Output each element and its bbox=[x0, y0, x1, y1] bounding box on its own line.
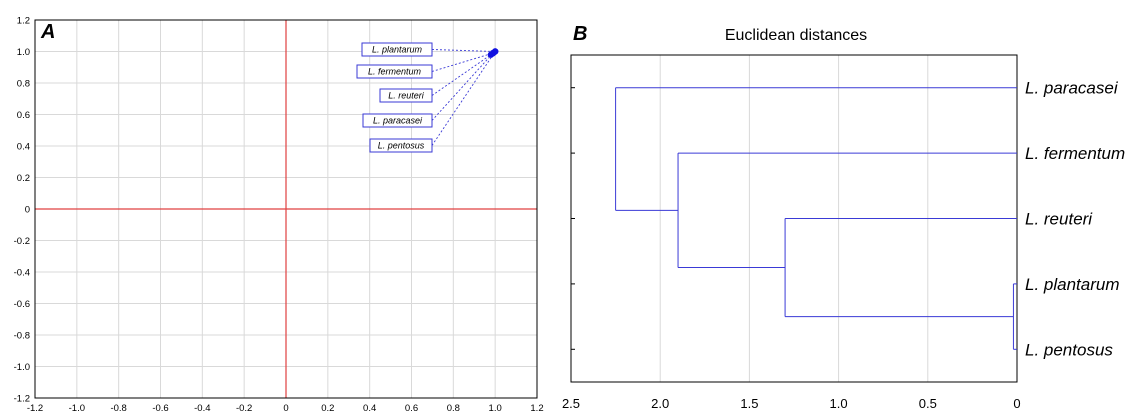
panel-a-y-tick-label: 0.8 bbox=[17, 79, 30, 90]
panel-a-point-labels: L. plantarum L. fermentum L. reuteri L. par… bbox=[356, 42, 433, 153]
panel-a-y-tick-label: 0.4 bbox=[17, 142, 30, 153]
panel-b-x-tick-label: 2.0 bbox=[651, 396, 669, 411]
panel-a-y-tick-label: 1.2 bbox=[17, 16, 30, 27]
panel-a-x-tick-label: -0.8 bbox=[110, 403, 126, 414]
panel-b-leaf-label: L. reuteri bbox=[1025, 210, 1093, 229]
panel-a-x-tick-label: -1.0 bbox=[69, 403, 85, 414]
panel-b-x-tick-label: 1.5 bbox=[740, 396, 758, 411]
panel-b-letter: B bbox=[573, 23, 587, 45]
panel-a-point-label: L. pentosus bbox=[378, 141, 425, 151]
panel-a-y-tick-label: -0.4 bbox=[14, 268, 30, 279]
panel-a-leader-line bbox=[431, 54, 492, 96]
panel-a-y-tick-label: 0.6 bbox=[17, 110, 30, 121]
panel-a-leader-line bbox=[431, 51, 496, 146]
panel-a-x-tick-label: -1.2 bbox=[27, 403, 43, 414]
panel-a-y-tick-label: -1.0 bbox=[14, 362, 30, 373]
panel-a-plot-frame bbox=[34, 19, 538, 399]
panel-a-point bbox=[491, 48, 499, 55]
panel-a-y-tick-label: -0.2 bbox=[14, 236, 30, 247]
panel-b-leaf-label: L. fermentum bbox=[1025, 144, 1125, 163]
panel-a-point-label: L. paracasei bbox=[373, 116, 423, 126]
panel-a-leader-line bbox=[431, 52, 494, 121]
panel-a-tick-labels: -1.2 -1.0 -0.8 -0.6 -0.4 -0.2 0 0.2 0.4 0.6 0.8 1.0… bbox=[14, 16, 544, 415]
panel-a-y-tick-label: -1.2 bbox=[14, 394, 30, 405]
panel-a-y-tick-label: 1.0 bbox=[17, 47, 30, 58]
panel-a-x-tick-label: -0.2 bbox=[236, 403, 252, 414]
panel-a-y-tick-label: 0.2 bbox=[17, 173, 30, 184]
panel-a-x-tick-label: 0 bbox=[283, 403, 288, 414]
panel-b-tick-labels: 2.5 2.0 1.5 1.0 0.5 0 bbox=[562, 396, 1021, 411]
panel-a-x-tick-label: 1.0 bbox=[489, 403, 502, 414]
panel-a-y-tick-label: -0.6 bbox=[14, 299, 30, 310]
panel-b-links bbox=[615, 87, 1017, 350]
panel-a-x-tick-label: 1.2 bbox=[530, 403, 543, 414]
panel-b-leaf-label: L. paracasei bbox=[1025, 79, 1119, 98]
panel-a-label-box bbox=[369, 138, 433, 153]
panel-a-label-box bbox=[361, 42, 433, 57]
panel-b-title: Euclidean distances bbox=[725, 27, 867, 44]
panel-a-x-tick-label: -0.4 bbox=[194, 403, 210, 414]
panel-b-x-tick-label: 0 bbox=[1013, 396, 1020, 411]
panel-a-point-label: L. plantarum bbox=[372, 45, 423, 55]
panel-a-label-box bbox=[356, 64, 433, 79]
panel-a-x-tick-label: 0.2 bbox=[321, 403, 334, 414]
panel-a-point-label: L. reuteri bbox=[388, 91, 425, 101]
panel-b-x-tick-label: 0.5 bbox=[919, 396, 937, 411]
panel-a-x-tick-label: 0.6 bbox=[405, 403, 418, 414]
panel-a-point-label: L. fermentum bbox=[368, 67, 422, 77]
panel-b-x-tick-label: 1.0 bbox=[830, 396, 848, 411]
panel-a-y-tick-label: 0 bbox=[25, 205, 30, 216]
panel-b-dendrogram: B Euclidean distances 2.5 2.0 1.5 1.0 0.5 0 L… bbox=[562, 23, 1125, 411]
panel-b-leaf-labels: L. paracasei L. fermentum L. reuteri L. pla… bbox=[1025, 79, 1125, 360]
panel-a-leaders bbox=[431, 49, 496, 146]
panel-a-leader-line bbox=[431, 52, 494, 72]
panel-a-label-box bbox=[362, 113, 433, 128]
panel-a-points bbox=[487, 48, 499, 58]
panel-a-y-tick-label: -0.8 bbox=[14, 331, 30, 342]
panel-b-y-ticks bbox=[571, 87, 575, 350]
panel-b-leaf-label: L. plantarum bbox=[1025, 275, 1120, 294]
panel-a-scatter: A -1.2 -1.0 -0.8 -0.6 -0.4 -0.2 0 0.2 0.4 0.6 0.8 1… bbox=[14, 16, 544, 415]
panel-a-x-tick-label: 0.8 bbox=[447, 403, 460, 414]
panel-a-leader-line bbox=[431, 49, 496, 52]
panel-b-leaf-label: L. pentosus bbox=[1025, 340, 1113, 359]
panel-a-x-tick-label: 0.4 bbox=[363, 403, 376, 414]
panel-a-zero-lines bbox=[35, 20, 537, 398]
panel-b-x-tick-label: 2.5 bbox=[562, 396, 580, 411]
panel-a-letter: A bbox=[40, 21, 55, 43]
panel-a-x-tick-label: -0.6 bbox=[152, 403, 168, 414]
panel-a-label-box bbox=[379, 88, 433, 103]
